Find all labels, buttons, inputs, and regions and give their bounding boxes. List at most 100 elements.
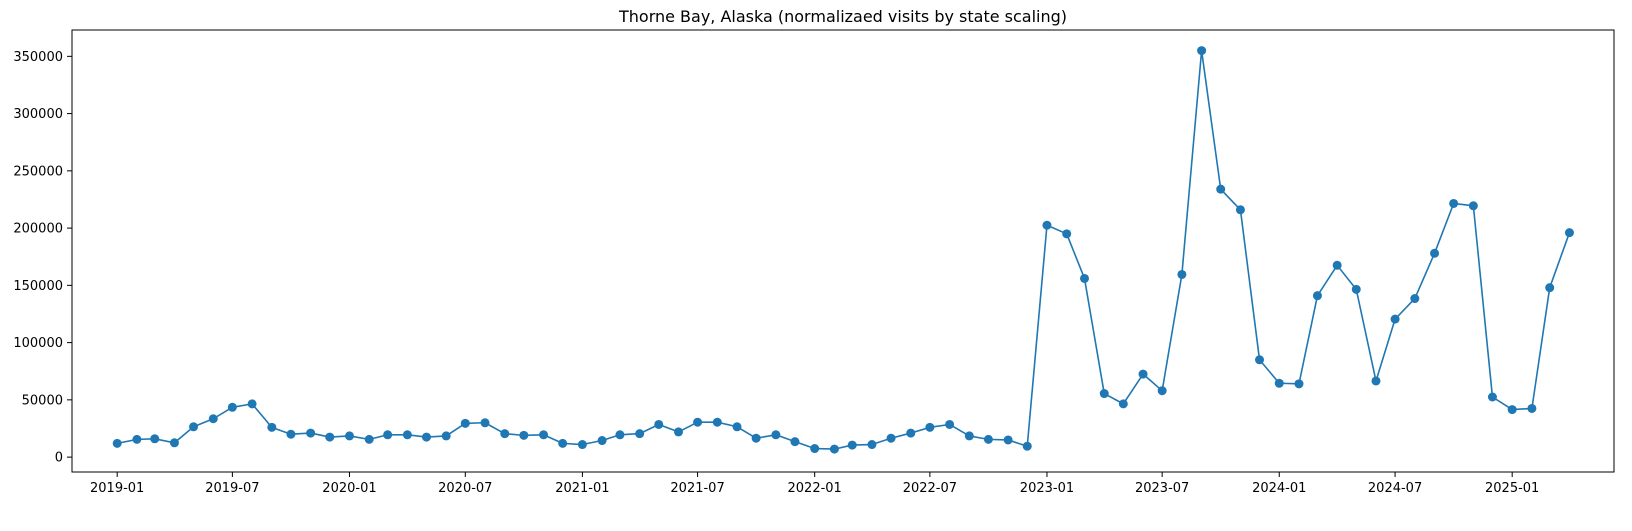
x-axis: 2019-01 2019-07 2020-01 2020-07 2021-01 2021-… xyxy=(90,472,1539,496)
plot-frame xyxy=(71,29,1615,473)
data-point-2020-10 xyxy=(519,430,529,440)
data-point-2022-08 xyxy=(945,419,955,429)
x-tick-label: 2021-01 xyxy=(555,481,609,496)
x-tick-label: 2020-01 xyxy=(322,481,376,496)
series-line xyxy=(117,49,1571,450)
x-tick-label: 2022-07 xyxy=(903,481,957,496)
data-point-2021-04 xyxy=(635,429,645,439)
x-tick-label: 2024-01 xyxy=(1252,481,1306,496)
data-point-2022-01 xyxy=(810,444,820,454)
data-point-2022-02 xyxy=(829,444,839,454)
data-point-2021-12 xyxy=(790,437,800,447)
data-point-2024-01 xyxy=(1274,378,1284,388)
data-point-2021-11 xyxy=(771,430,781,440)
data-point-2023-09 xyxy=(1197,46,1207,56)
data-point-2019-12 xyxy=(325,432,335,442)
data-point-2022-09 xyxy=(964,431,974,441)
data-point-2019-08 xyxy=(247,399,257,409)
data-point-2024-03 xyxy=(1312,291,1322,301)
x-tick-label: 2022-01 xyxy=(788,481,842,496)
data-point-2021-06 xyxy=(673,427,683,437)
data-point-2024-12 xyxy=(1487,392,1497,402)
data-point-2024-11 xyxy=(1468,201,1478,211)
chart-title: Thorne Bay, Alaska (normalizaed visits b… xyxy=(618,7,1067,26)
data-point-2019-04 xyxy=(169,438,179,448)
data-point-2021-05 xyxy=(654,419,664,429)
data-point-2019-03 xyxy=(150,434,160,444)
data-point-2025-03 xyxy=(1545,283,1555,293)
data-point-2023-10 xyxy=(1216,184,1226,194)
data-point-2020-11 xyxy=(539,430,549,440)
data-point-2024-10 xyxy=(1449,198,1459,208)
data-point-2022-10 xyxy=(983,434,993,444)
data-point-2025-01 xyxy=(1507,405,1517,415)
data-point-2021-10 xyxy=(751,433,761,443)
data-point-2023-07 xyxy=(1157,386,1167,396)
data-point-2020-05 xyxy=(421,432,431,442)
data-point-2024-06 xyxy=(1371,376,1381,386)
data-point-2024-08 xyxy=(1410,294,1420,304)
data-point-2019-07 xyxy=(227,402,237,412)
data-point-2020-06 xyxy=(441,431,451,441)
data-point-2020-04 xyxy=(402,430,412,440)
data-point-2022-11 xyxy=(1003,435,1013,445)
x-tick-label: 2024-07 xyxy=(1368,481,1422,496)
data-point-2022-12 xyxy=(1022,441,1032,451)
data-point-2023-01 xyxy=(1042,220,1052,230)
data-point-2023-04 xyxy=(1099,389,1109,399)
data-point-2019-01 xyxy=(112,438,122,448)
x-tick-label: 2020-07 xyxy=(438,481,492,496)
data-point-2020-09 xyxy=(500,429,510,439)
data-point-2025-04 xyxy=(1564,228,1574,238)
x-tick-label: 2025-01 xyxy=(1485,481,1539,496)
x-tick-label: 2019-01 xyxy=(90,481,144,496)
data-point-2021-07 xyxy=(693,417,703,427)
data-point-2020-01 xyxy=(344,431,354,441)
data-point-2021-08 xyxy=(712,417,722,427)
x-tick-label: 2019-07 xyxy=(205,481,259,496)
data-point-2023-11 xyxy=(1235,205,1245,215)
y-tick-label: 200000 xyxy=(13,222,63,237)
data-point-2022-03 xyxy=(847,440,857,450)
data-point-2024-07 xyxy=(1390,314,1400,324)
data-point-2023-02 xyxy=(1062,229,1072,239)
y-tick-label: 50000 xyxy=(22,393,63,408)
data-point-2022-07 xyxy=(925,422,935,432)
data-point-2020-12 xyxy=(558,438,568,448)
y-tick-label: 100000 xyxy=(13,336,63,351)
data-point-2022-05 xyxy=(886,433,896,443)
data-point-2024-02 xyxy=(1294,379,1304,389)
data-point-2020-08 xyxy=(480,418,490,428)
data-point-2022-06 xyxy=(906,428,916,438)
data-point-2019-10 xyxy=(286,429,296,439)
data-point-2019-09 xyxy=(267,422,277,432)
data-point-2019-06 xyxy=(208,414,218,424)
data-point-2023-06 xyxy=(1138,369,1148,379)
x-tick-label: 2023-01 xyxy=(1020,481,1074,496)
data-point-2023-08 xyxy=(1177,269,1187,279)
data-point-2021-01 xyxy=(577,440,587,450)
x-tick-label: 2023-07 xyxy=(1135,481,1189,496)
data-point-2021-09 xyxy=(732,422,742,432)
y-axis: 0 50000 100000 150000 200000 250000 300000 3500… xyxy=(13,50,72,466)
data-point-2020-07 xyxy=(460,418,470,428)
x-tick-label: 2021-07 xyxy=(670,481,724,496)
y-tick-label: 300000 xyxy=(13,107,63,122)
data-point-2019-05 xyxy=(189,422,199,432)
data-point-2019-11 xyxy=(306,428,316,438)
data-point-2020-02 xyxy=(364,434,374,444)
data-point-2024-04 xyxy=(1332,260,1342,270)
data-point-2023-05 xyxy=(1118,399,1128,409)
y-tick-label: 350000 xyxy=(13,50,63,65)
y-tick-label: 0 xyxy=(55,451,63,466)
data-point-2025-02 xyxy=(1527,403,1537,413)
data-point-2023-03 xyxy=(1080,273,1090,283)
y-tick-label: 150000 xyxy=(13,279,63,294)
series-layer xyxy=(112,46,1574,454)
data-point-2022-04 xyxy=(867,440,877,450)
data-point-2021-03 xyxy=(615,430,625,440)
data-point-2024-05 xyxy=(1351,284,1361,294)
data-point-2019-02 xyxy=(132,434,142,444)
